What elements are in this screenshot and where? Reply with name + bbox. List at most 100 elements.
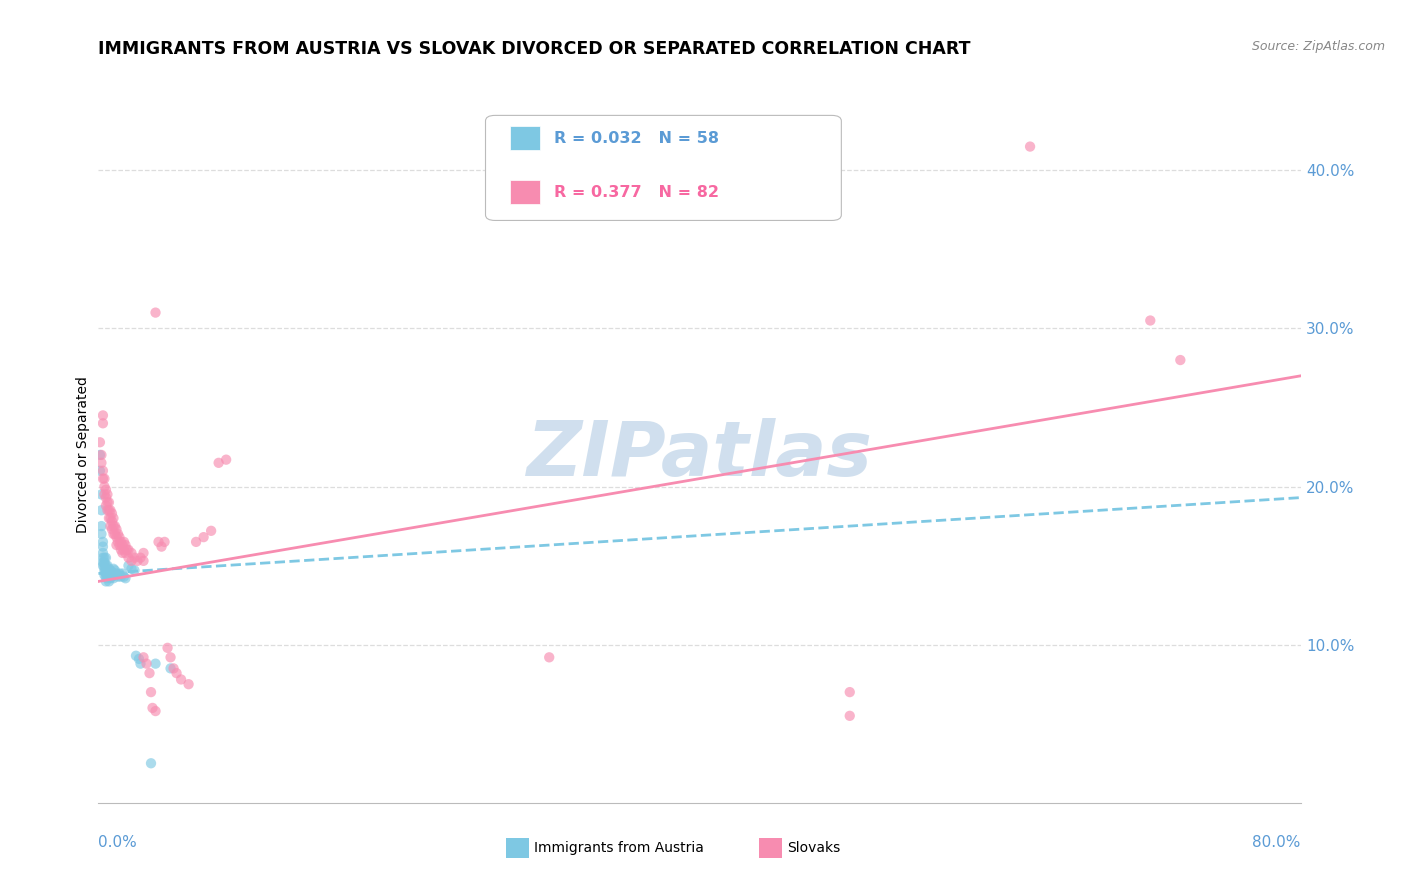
FancyBboxPatch shape (485, 115, 841, 220)
Bar (509, 126, 540, 150)
Point (96, 571, 118, 585)
Point (93, 562, 115, 576)
Point (132, 546, 155, 560)
Point (91, 546, 114, 560)
Point (97, 570, 120, 584)
Point (93, 558, 115, 573)
Point (97, 503, 120, 517)
Point (107, 534, 129, 549)
Point (117, 542, 139, 557)
Point (104, 527, 127, 541)
Point (129, 657, 152, 671)
Point (91, 409, 114, 423)
Point (132, 554, 155, 568)
Point (90, 456, 112, 470)
Point (108, 530, 131, 544)
Point (104, 519, 127, 533)
Point (108, 566, 131, 581)
Point (97, 495, 120, 509)
Point (93, 487, 115, 501)
Point (90, 519, 112, 533)
Point (93, 472, 115, 486)
Point (117, 550, 139, 565)
Point (94, 491, 117, 505)
Point (93, 479, 115, 493)
Point (93, 568, 115, 582)
Point (96, 503, 118, 517)
Text: Source: ZipAtlas.com: Source: ZipAtlas.com (1251, 40, 1385, 54)
Point (91, 550, 114, 565)
Point (125, 648, 148, 663)
Point (153, 534, 176, 549)
Point (91, 472, 114, 486)
Point (91, 464, 114, 478)
Point (93, 550, 115, 565)
Point (128, 652, 150, 666)
Bar (509, 180, 540, 204)
Point (100, 519, 122, 533)
Point (96, 568, 118, 582)
Point (94, 574, 117, 589)
Point (96, 563, 118, 577)
Point (135, 657, 157, 671)
Point (121, 562, 143, 576)
Point (148, 534, 170, 549)
Point (112, 534, 135, 549)
Point (208, 456, 231, 470)
Point (90, 487, 112, 501)
Point (177, 677, 200, 691)
Point (110, 542, 132, 557)
Point (96, 558, 118, 573)
Point (107, 527, 129, 541)
Point (121, 546, 143, 560)
Point (90, 503, 112, 517)
Point (100, 503, 122, 517)
Point (114, 538, 136, 552)
Point (103, 566, 125, 581)
Point (111, 566, 134, 581)
Point (90, 448, 112, 462)
Point (105, 566, 128, 581)
Point (93, 565, 115, 579)
Point (105, 538, 128, 552)
Point (170, 673, 193, 687)
Point (100, 571, 122, 585)
Point (89, 435, 111, 450)
Point (132, 650, 155, 665)
Text: ZIPatlas: ZIPatlas (526, 418, 873, 491)
Point (129, 550, 152, 565)
Point (538, 650, 561, 665)
Point (145, 657, 167, 671)
Point (100, 566, 122, 581)
Point (97, 511, 120, 525)
Point (1139, 313, 1161, 327)
Point (114, 571, 136, 585)
Point (101, 514, 124, 528)
Point (112, 570, 135, 584)
Point (94, 499, 117, 513)
Point (193, 530, 215, 544)
Point (121, 554, 143, 568)
Text: Slovaks: Slovaks (787, 841, 841, 855)
Point (1170, 353, 1192, 368)
Point (145, 704, 167, 718)
Text: IMMIGRANTS FROM AUSTRIA VS SLOVAK DIVORCED OR SEPARATED CORRELATION CHART: IMMIGRANTS FROM AUSTRIA VS SLOVAK DIVORC… (98, 40, 972, 58)
Text: 0.0%: 0.0% (98, 836, 138, 850)
Text: 80.0%: 80.0% (1253, 836, 1301, 850)
Point (138, 666, 160, 681)
Point (103, 527, 125, 541)
Point (91, 558, 114, 573)
Point (103, 571, 125, 585)
Point (101, 565, 124, 579)
Point (101, 522, 124, 536)
Point (96, 487, 118, 501)
Point (159, 650, 181, 665)
Point (97, 574, 120, 589)
Point (141, 701, 163, 715)
Point (184, 534, 207, 549)
Point (114, 546, 136, 560)
Point (150, 540, 173, 554)
Point (124, 550, 146, 565)
Point (1019, 139, 1042, 153)
Point (124, 563, 146, 577)
